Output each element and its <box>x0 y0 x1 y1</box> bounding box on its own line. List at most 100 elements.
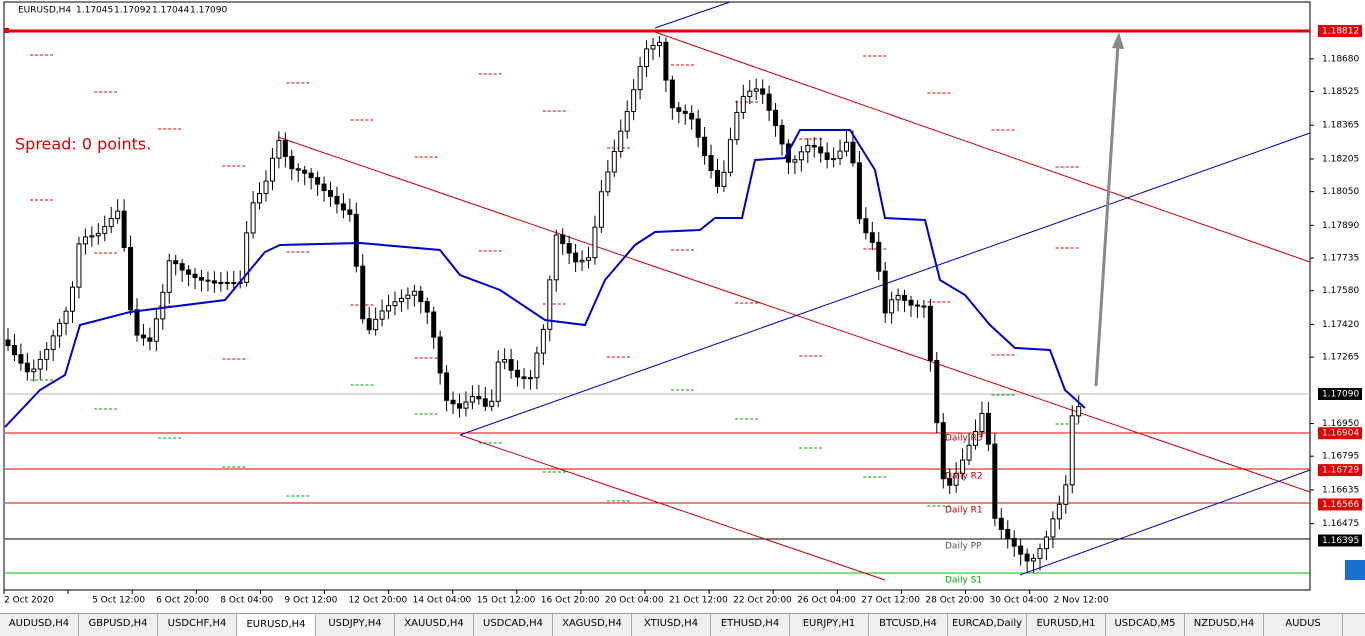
candle-body <box>573 252 579 263</box>
candle-body <box>11 345 17 356</box>
price-marker-label: 1.17090 <box>1322 390 1359 400</box>
candle-body <box>37 358 43 370</box>
candle-body <box>663 41 669 81</box>
tab[interactable]: XTIUSD,H4 <box>632 614 711 636</box>
candle-body <box>392 301 398 307</box>
candle-body <box>70 286 75 312</box>
candle-body <box>205 279 211 282</box>
candle-body <box>850 141 856 164</box>
pivot-dashes <box>30 54 1080 507</box>
candle-body <box>676 107 682 112</box>
candle-body <box>1011 537 1017 547</box>
price-label: 1.18525 <box>1322 87 1359 97</box>
candle-body <box>560 234 566 245</box>
tab[interactable]: AUDUS <box>1264 614 1343 636</box>
tab-bar: AUDUSD,H4 GBPUSD,H4 USDCHF,H4 EURUSD,H4 USDJ… <box>0 613 1365 636</box>
candle-body <box>431 311 437 338</box>
candle-body <box>398 297 404 303</box>
candle-body <box>469 396 475 403</box>
time-label: 12 Oct 20:00 <box>349 596 408 606</box>
candle-body <box>579 259 585 263</box>
candle-body <box>295 168 301 171</box>
candle-body <box>656 41 662 46</box>
tab[interactable]: NZDUSD,H4 <box>1185 614 1264 636</box>
price-label: 1.16475 <box>1322 519 1359 529</box>
candle-body <box>644 48 650 67</box>
pivot-label: Daily R2 <box>945 472 983 482</box>
candle-body <box>57 322 63 337</box>
candle-body <box>321 183 327 192</box>
candle-body <box>63 310 69 324</box>
time-label: 14 Oct 04:00 <box>413 596 472 606</box>
candle-body <box>779 125 785 145</box>
candle-body <box>347 209 353 215</box>
candle-body <box>140 334 146 339</box>
handle <box>4 28 9 33</box>
tab[interactable]: XAGUSD,H4 <box>553 614 632 636</box>
trend-line <box>1019 469 1311 576</box>
candle-body <box>418 290 424 303</box>
price-marker <box>1318 464 1362 477</box>
candle-body <box>540 328 546 354</box>
channel-line <box>654 31 1311 263</box>
candle-body <box>689 112 695 120</box>
candle-body <box>708 155 714 171</box>
candle-body <box>276 139 282 159</box>
candle-body <box>966 444 972 461</box>
tab[interactable]: EURUSD,H1 <box>1027 614 1106 636</box>
time-label: 21 Oct 12:00 <box>669 596 728 606</box>
candle-body <box>340 203 346 211</box>
candle-body <box>282 139 288 157</box>
time-label: 6 Oct 20:00 <box>156 596 209 606</box>
arrow <box>1094 43 1120 387</box>
tab[interactable]: EURCAD,Daily <box>948 614 1027 636</box>
candle-body <box>373 318 379 331</box>
tab[interactable]: EURJPY,H1 <box>790 614 869 636</box>
candle-body <box>211 280 217 284</box>
candle-body <box>553 234 559 281</box>
candle-body <box>173 260 179 265</box>
time-label: 2 Oct 2020 <box>4 596 54 606</box>
candle-body <box>50 335 56 350</box>
price-label: 1.18680 <box>1322 54 1359 64</box>
tab[interactable]: USDJPY,H4 <box>316 614 395 636</box>
candle-body <box>82 236 88 245</box>
candle-body <box>263 180 269 195</box>
chart: EURUSD,H4 1.17045 1.17092 1.17044 1.1709… <box>3 1 1365 606</box>
candle-body <box>637 65 643 91</box>
candle-body <box>798 151 804 161</box>
candle-body <box>166 260 172 293</box>
candle-body <box>1037 548 1043 559</box>
candle-body <box>824 152 830 160</box>
candle-body <box>44 348 50 360</box>
candle-body <box>669 79 675 109</box>
tab[interactable]: XAUUSD,H4 <box>395 614 474 636</box>
time-label: 30 Oct 04:00 <box>990 596 1049 606</box>
candle-body <box>328 190 333 197</box>
tab[interactable]: BTCUSD,H4 <box>869 614 948 636</box>
time-label: 2 Nov 12:00 <box>1054 596 1109 606</box>
tab[interactable]: GBPUSD,H4 <box>79 614 158 636</box>
candle-body <box>1005 528 1011 539</box>
tab[interactable]: USDCAD,M5 <box>1106 614 1185 636</box>
candle-body <box>605 171 611 193</box>
app-icon[interactable] <box>1345 560 1365 580</box>
candle-body <box>302 169 308 174</box>
tab[interactable]: EURUSD,H4 <box>237 614 316 636</box>
candle-body <box>521 376 527 379</box>
tab[interactable]: AUDUSD,H4 <box>0 614 79 636</box>
tab[interactable]: USDCHF,H4 <box>158 614 237 636</box>
tab[interactable]: ETHUSD,H4 <box>711 614 790 636</box>
candle-body <box>650 44 656 50</box>
candle-body <box>386 305 392 312</box>
candle-body <box>902 295 908 301</box>
tab[interactable]: USDCAD,H4 <box>474 614 553 636</box>
candle-body <box>566 243 572 254</box>
candle-body <box>927 305 933 361</box>
candle-body <box>792 159 798 163</box>
candle-body <box>534 352 540 379</box>
candle-body <box>308 172 314 179</box>
price-label: 1.17735 <box>1322 254 1359 264</box>
candle-body <box>934 359 940 424</box>
candle-body <box>1056 503 1062 520</box>
